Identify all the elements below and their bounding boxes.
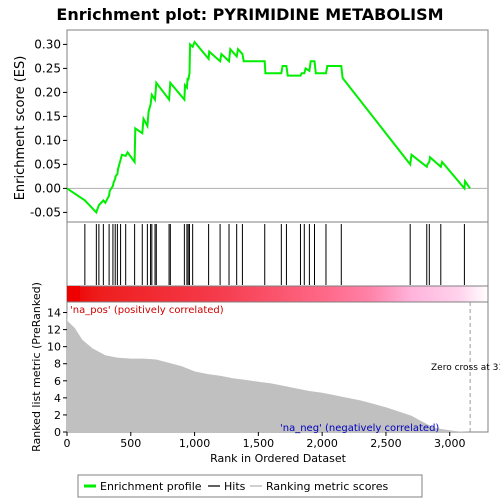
metric-x-axis: 0 500 1,000 1,500 2,000 2,500 3,000 bbox=[64, 432, 466, 450]
hits-group bbox=[84, 224, 465, 285]
es-y-tick-label: 0.10 bbox=[34, 133, 61, 147]
es-y-axis: -0.05 0.00 0.05 0.10 0.15 0.20 0.25 0.30 bbox=[30, 37, 67, 219]
metric-y-tick-label: 4 bbox=[54, 392, 61, 405]
pos-correlated-label: 'na_pos' (positively correlated) bbox=[70, 305, 224, 316]
metric-x-tick-label: 1,000 bbox=[179, 437, 211, 450]
metric-y-axis: 0 2 4 6 8 10 12 14 bbox=[47, 307, 67, 439]
chart-title: Enrichment plot: PYRIMIDINE METABOLISM bbox=[56, 5, 443, 24]
es-y-tick-label: 0.15 bbox=[34, 109, 61, 123]
metric-y-tick-label: 0 bbox=[54, 426, 61, 439]
metric-y-tick-label: 12 bbox=[47, 324, 61, 337]
metric-y-tick-label: 6 bbox=[54, 375, 61, 388]
metric-x-axis-label: Rank in Ordered Dataset bbox=[210, 452, 347, 465]
es-y-tick-label: 0.20 bbox=[34, 85, 61, 99]
zero-cross-label: Zero cross at 3160 bbox=[431, 363, 500, 373]
enrichment-profile-line bbox=[67, 40, 471, 215]
heat-bar-pos-end bbox=[67, 286, 80, 302]
metric-x-tick-label: 500 bbox=[120, 437, 141, 450]
es-panel-frame bbox=[66, 29, 489, 223]
hits-panel-frame bbox=[66, 221, 489, 287]
metric-x-tick-label: 2,000 bbox=[306, 437, 338, 450]
es-y-axis-label: Enrichment score (ES) bbox=[13, 56, 28, 201]
legend-hits-label: Hits bbox=[224, 480, 246, 493]
neg-correlated-label: 'na_neg' (negatively correlated) bbox=[280, 423, 439, 434]
legend-enrichment-label: Enrichment profile bbox=[100, 480, 202, 493]
metric-x-tick-label: 1,500 bbox=[243, 437, 275, 450]
es-y-tick-label: 0.25 bbox=[34, 61, 61, 75]
metric-y-axis-label: Ranked list metric (PreRanked) bbox=[30, 282, 43, 452]
metric-x-tick-label: 2,500 bbox=[370, 437, 402, 450]
ranking-heat-bar bbox=[66, 285, 489, 303]
metric-y-tick-label: 14 bbox=[47, 307, 61, 320]
metric-x-tick-label: 0 bbox=[64, 437, 71, 450]
es-y-tick-label: 0.30 bbox=[34, 37, 61, 51]
metric-y-tick-label: 2 bbox=[54, 409, 61, 422]
metric-x-tick-label: 3,000 bbox=[434, 437, 466, 450]
es-y-tick-label: -0.05 bbox=[30, 205, 61, 219]
metric-y-tick-label: 10 bbox=[47, 341, 61, 354]
metric-y-tick-label: 8 bbox=[54, 358, 61, 371]
es-y-tick-label: 0.05 bbox=[34, 157, 61, 171]
legend-metric-label: Ranking metric scores bbox=[266, 480, 388, 493]
ranked-metric-area bbox=[67, 308, 471, 432]
es-y-tick-label: 0.00 bbox=[34, 181, 61, 195]
